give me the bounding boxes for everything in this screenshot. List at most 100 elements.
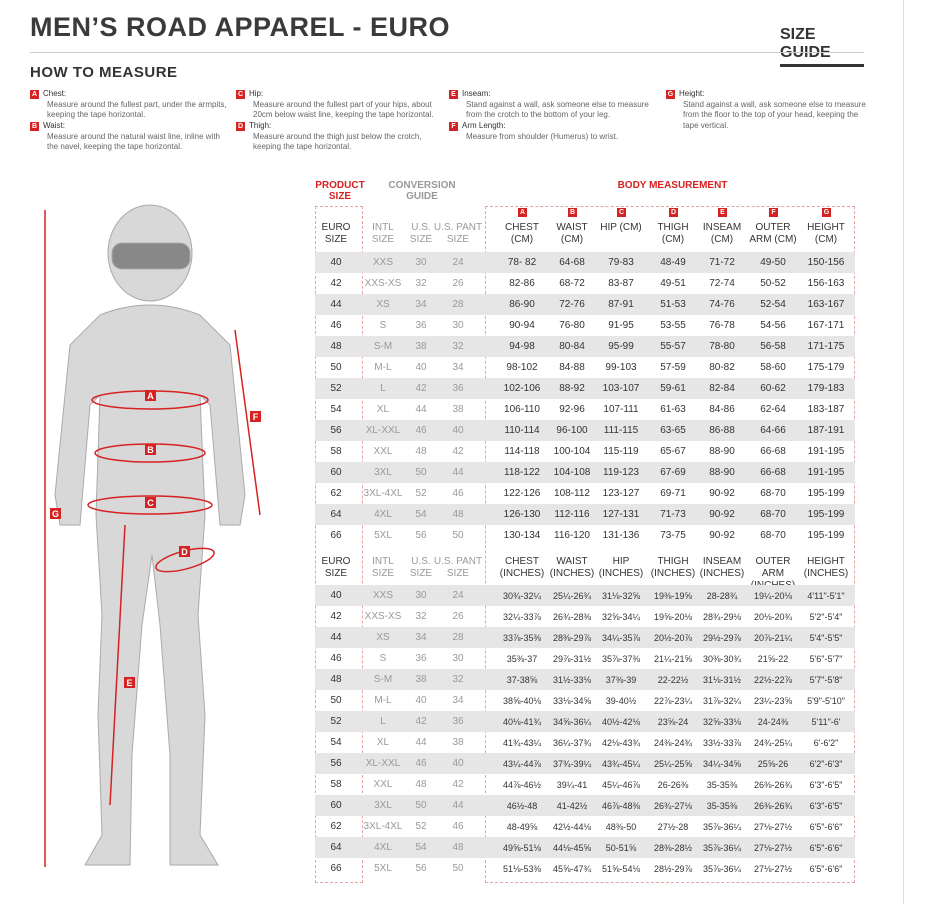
table-cell: 60 — [330, 800, 342, 811]
table-cell: 163-167 — [807, 299, 845, 310]
table-row: 44 XS 34 28 33⅞-35⅜ 28⅜-29⅞ 34¼-35⅞ 20½-20⅞ 29½-… — [315, 627, 855, 648]
table-cell: 90-92 — [709, 530, 735, 541]
table-cell: 5'6"-5'7" — [809, 653, 843, 664]
letter-badge: F — [449, 121, 458, 131]
table-cell: M-L — [374, 695, 392, 706]
column-header: CHEST (INCHES) — [499, 556, 545, 579]
table-cell: 51⅝-54⅛ — [601, 863, 641, 874]
table-cell: 92-96 — [559, 404, 585, 415]
table-cell: 58-60 — [760, 362, 786, 373]
table-cell: S-M — [373, 674, 393, 685]
table-row: 60 3XL 50 44 118-122 104-108 119-123 67-69 88-90… — [315, 462, 855, 483]
column-header: INTL SIZE — [371, 556, 395, 579]
column-header: HIP (CM) — [600, 222, 642, 233]
instruction-text: Measure around the fullest part, under t… — [47, 99, 227, 120]
table-cell: 66 — [330, 530, 342, 541]
table-row: 62 3XL-4XL 52 46 122-126 108-112 123-127 69-71 9… — [315, 483, 855, 504]
table-cell: 48 — [415, 446, 427, 457]
table-cell: 33⅛-34⅝ — [552, 695, 592, 706]
table-cell: 49-50 — [760, 257, 786, 268]
table-cell: 64-66 — [760, 425, 786, 436]
table-cell: 6'5"-6'6" — [809, 821, 843, 832]
table-row: 64 4XL 54 48 49⅝-51⅛ 44⅛-45⅝ 50-51⅝ 28⅜-28½ 35⅞-… — [315, 837, 855, 858]
table-cell: 95-99 — [608, 341, 634, 352]
table-cell: 56 — [415, 530, 427, 541]
table-cell: 19¼-20⅛ — [753, 590, 793, 601]
size-guide-heading: SIZE GUIDE — [780, 26, 864, 67]
column-header: U.S. SIZE — [409, 556, 433, 579]
letter-badge: G — [822, 208, 831, 217]
table-cell: S — [379, 653, 387, 664]
column-header: WAIST (CM) — [556, 222, 588, 245]
table-cell: 50 — [452, 863, 464, 874]
table-cell: 131-136 — [602, 530, 640, 541]
table-row: 66 5XL 56 50 130-134 116-120 131-136 73-75 90-92… — [315, 525, 855, 546]
how-to-measure-heading: HOW TO MEASURE — [30, 64, 178, 81]
table-cell: 28⅜-28½ — [653, 842, 693, 853]
table-cell: 64-68 — [559, 257, 585, 268]
table-cell: 64 — [330, 842, 342, 853]
table-cell: 24¾-25¼ — [753, 737, 793, 748]
table-cell: 82-84 — [709, 383, 735, 394]
table-cell: 126-130 — [503, 509, 541, 520]
table-row: 50 M-L 40 34 38⅝-40⅛ 33⅛-34⅝ 39-40½ 22⅞-23¼ 31⅞-… — [315, 690, 855, 711]
table-cell: XL-XXL — [365, 425, 401, 436]
table-cell: 36 — [415, 653, 427, 664]
letter-badge: A — [518, 208, 527, 217]
table-cell: 37¾-39¼ — [552, 758, 592, 769]
table-cell: 103-107 — [602, 383, 640, 394]
table-cell: 35-35⅜ — [706, 800, 738, 811]
table-cell: 71-73 — [660, 509, 686, 520]
table-cell: 5'2"-5'4" — [809, 611, 843, 622]
product-size-header: PRODUCT SIZE — [315, 180, 365, 202]
table-cell: XS — [376, 299, 390, 310]
instruction-text: Stand against a wall, ask someone else t… — [466, 99, 649, 120]
table-cell: 30⅜-30¾ — [702, 653, 742, 664]
table-cell: 34¼-34⅝ — [702, 758, 742, 769]
table-cell: 31⅛-32⅝ — [601, 590, 641, 601]
table-cell: 119-123 — [603, 467, 639, 478]
table-cell: 76-80 — [559, 320, 585, 331]
table-cell: 42⅛-43¾ — [601, 737, 641, 748]
table-cell: 39¼-41 — [556, 779, 588, 790]
table-cell: 72-76 — [559, 299, 585, 310]
table-cell: 32⅝-34¼ — [601, 611, 641, 622]
instruction-label: Height: — [679, 89, 705, 98]
table-cell: 78-80 — [709, 341, 735, 352]
table-cell: 56-58 — [760, 341, 786, 352]
table-cell: 84-86 — [709, 404, 735, 415]
table-row: 42 XXS-XS 32 26 82-86 68-72 83-87 49-51 72-74 50-… — [315, 273, 855, 294]
table-cell: 32 — [452, 341, 464, 352]
table-cell: 51⅛-53⅜ — [502, 863, 542, 874]
table-cell: 26⅜-26¾ — [753, 779, 793, 790]
instruction-height: G Height: Stand against a wall, ask someon… — [666, 89, 866, 131]
table-cell: 5'11"-6' — [811, 716, 841, 727]
table-cell: 30¾-32¼ — [502, 590, 542, 601]
table-cell: 100-104 — [553, 446, 591, 457]
letter-badge: E — [718, 208, 727, 217]
table-cell: 44 — [330, 299, 342, 310]
table-cell: 37-38⅝ — [506, 674, 538, 685]
table-cell: 42 — [415, 383, 427, 394]
table-cell: 25¼-25⅝ — [653, 758, 693, 769]
table-cell: S — [379, 320, 387, 331]
conversion-guide-header: CONVERSION GUIDE — [388, 180, 456, 202]
table-cell: 26-26⅜ — [657, 779, 689, 790]
table-cell: 96-100 — [556, 425, 588, 436]
column-header: CHEST (CM) — [505, 222, 539, 245]
table-cell: 52-54 — [760, 299, 786, 310]
table-cell: 32¼-33⅞ — [502, 611, 542, 622]
table-cell: 42 — [415, 716, 427, 727]
table-cell: 27⅛-27½ — [753, 863, 793, 874]
body-measurement-figure: A B C D E F G — [44, 204, 261, 867]
table-cell: 187-191 — [807, 425, 845, 436]
table-cell: 5'7"-5'8" — [809, 674, 843, 685]
table-cell: 38 — [415, 674, 427, 685]
table-cell: 48 — [452, 842, 464, 853]
table-cell: 25¼-26¾ — [552, 590, 592, 601]
table-cell: 28-28¾ — [706, 590, 738, 601]
table-cell: 40 — [415, 695, 427, 706]
table-cell: 74-76 — [709, 299, 735, 310]
table-cell: 44⅞-46½ — [502, 779, 542, 790]
table-cell: 54 — [415, 509, 427, 520]
